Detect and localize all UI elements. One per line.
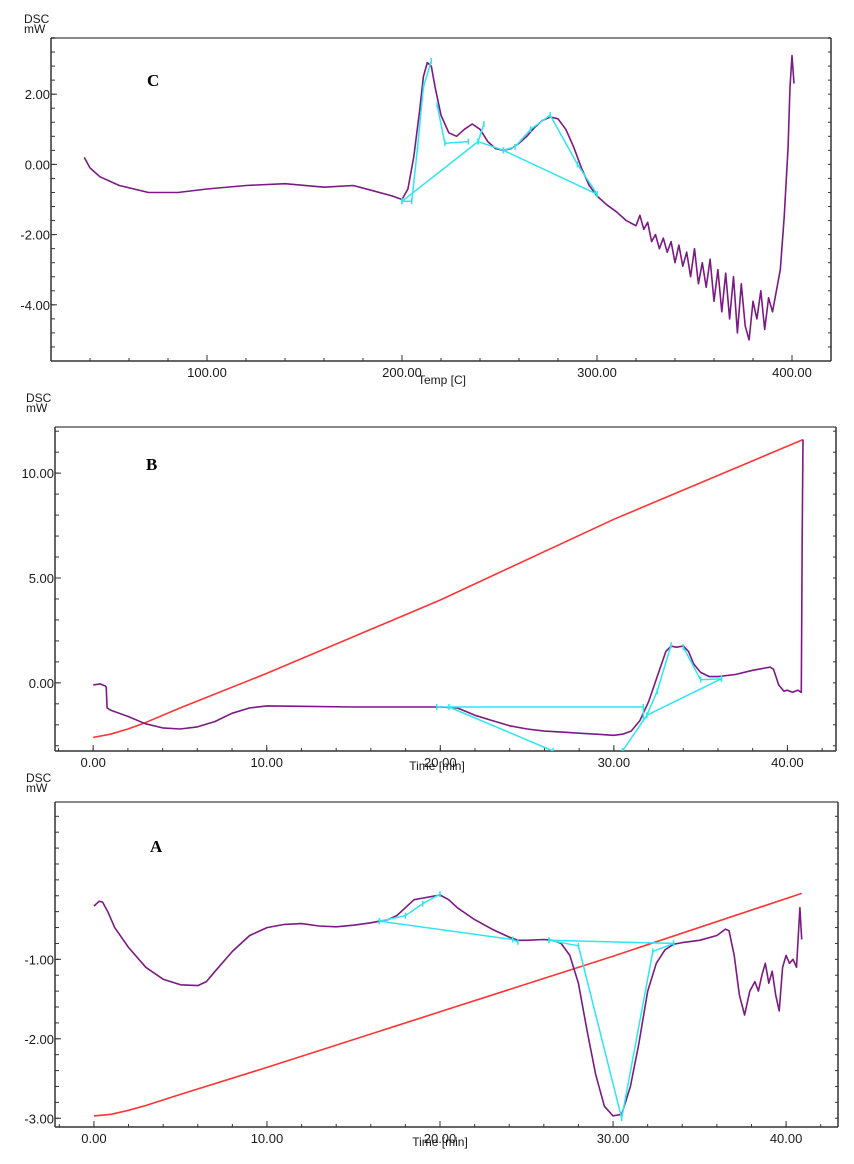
dsc-curve: [93, 439, 804, 737]
y-tick-label: -4.00: [20, 298, 50, 313]
x-tick-label: 200.00: [382, 365, 422, 380]
x-tick-label: 10.00: [251, 1131, 284, 1146]
y-tick-label: -3.00: [24, 1111, 54, 1126]
y-axis-unit: mW: [26, 401, 48, 415]
y-axis-unit: mW: [24, 22, 46, 36]
y-axis-title: DSC: [26, 391, 52, 405]
baseline-construction-line: [621, 644, 672, 751]
y-tick-label: 5.00: [29, 571, 54, 586]
x-tick-label: 10.00: [250, 755, 283, 770]
y-tick-label: 10.00: [21, 466, 54, 481]
panel-b-chart: 0.00 10.00 20.00 30.00 40.00 10.00 5.00 0.00 DSC…: [21, 391, 837, 773]
x-tick-label: 300.00: [577, 365, 617, 380]
x-tick-label: 20.00: [424, 755, 457, 770]
y-tick-label: 0.00: [29, 676, 54, 691]
baseline-construction-line: [646, 678, 722, 716]
baseline-construction-line: [401, 140, 598, 202]
y-tick-label: -2.00: [24, 1032, 54, 1047]
y-tick-label: -1.00: [24, 952, 54, 967]
x-tick-label: 20.00: [424, 1131, 457, 1146]
panel-label: C: [147, 71, 159, 90]
temperature-curve: [93, 892, 802, 1117]
x-axis-title: Temp [C]: [418, 373, 466, 387]
baseline-construction-line: [548, 939, 674, 945]
baseline-construction-line: [379, 893, 441, 922]
x-tick-label: 400.00: [772, 365, 812, 380]
y-tick-label: 0.00: [25, 157, 50, 172]
temperature-curve: [93, 438, 804, 739]
baseline-construction-line: [448, 706, 554, 751]
plot-area: [93, 891, 803, 1122]
baseline-construction-line: [477, 123, 485, 142]
plot-area: [93, 438, 804, 751]
x-tick-label: 30.00: [597, 1131, 630, 1146]
y-axis-title: DSC: [24, 12, 50, 26]
x-tick-label: 100.00: [187, 365, 227, 380]
y-tick-label: -2.00: [20, 228, 50, 243]
panel-a-chart: 0.00 10.00 20.00 30.00 40.00 -1.00 -2.00 -3.00 D…: [24, 771, 839, 1149]
baseline-construction-line: [436, 104, 469, 145]
x-axis-title: Time [min]: [409, 759, 465, 773]
y-tick-label: 2.00: [25, 87, 50, 102]
x-tick-label: 0.00: [81, 1131, 106, 1146]
plot-area: [83, 54, 795, 341]
baseline-construction-line: [503, 114, 551, 152]
dsc-curve: [83, 54, 795, 341]
x-axis-title: Time [min]: [412, 1135, 468, 1149]
panel-label: A: [150, 837, 163, 856]
panel-c-chart: 100.00 200.00 300.00 400.00 2.00 0.00 -2.00 -4.…: [20, 12, 832, 387]
baseline-construction-line: [549, 114, 598, 195]
x-tick-label: 0.00: [81, 755, 106, 770]
x-tick-label: 40.00: [771, 755, 804, 770]
x-tick-label: 30.00: [598, 755, 631, 770]
y-axis-unit: mW: [26, 781, 48, 795]
panel-label: B: [146, 455, 157, 474]
y-axis-title: DSC: [26, 771, 52, 785]
x-tick-label: 40.00: [770, 1131, 803, 1146]
